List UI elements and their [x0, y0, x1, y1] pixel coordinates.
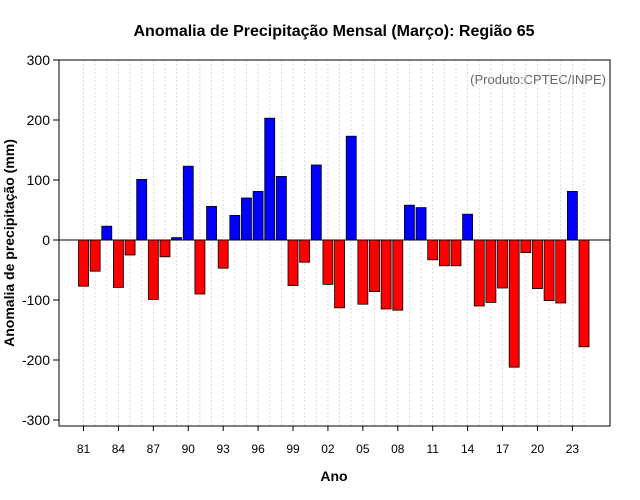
bar-2011	[427, 239, 439, 261]
bar-2024	[578, 239, 590, 348]
x-tick-label: 14	[461, 442, 475, 456]
bar-2005	[357, 239, 369, 305]
bar-1999	[287, 239, 299, 286]
bar-2002	[322, 239, 334, 285]
bar-1996	[252, 190, 264, 241]
bar-1985	[124, 239, 136, 256]
bar-1995	[241, 197, 252, 241]
bar-2017	[497, 239, 508, 289]
bar-2006	[369, 239, 380, 292]
bar-1988	[159, 239, 171, 258]
x-tick-label: 90	[182, 442, 196, 456]
bar-2010	[415, 207, 427, 241]
bar-2020	[532, 239, 543, 289]
x-tick-label: 87	[147, 442, 161, 456]
x-tick-label: 02	[321, 442, 335, 456]
bar-1986	[136, 178, 148, 241]
x-tick-label: 84	[112, 442, 126, 456]
bar-2014	[462, 213, 474, 241]
x-axis-title: Ano	[320, 468, 347, 484]
x-tick-label: 93	[217, 442, 231, 456]
x-tick-label: 17	[496, 442, 510, 456]
bar-1990	[182, 165, 194, 241]
bar-1984	[113, 239, 124, 288]
bar-1998	[275, 175, 287, 241]
bar-2019	[520, 239, 532, 253]
credit-label: (Produto:CPTEC/INPE)	[470, 72, 606, 87]
bars	[78, 117, 590, 368]
x-tick-label: 11	[426, 442, 439, 456]
x-tick-label: 20	[531, 442, 545, 456]
bar-1991	[194, 239, 206, 295]
x-tick-label: 99	[286, 442, 300, 456]
x-tick-label: 05	[356, 442, 370, 456]
x-tick-label: 08	[391, 442, 405, 456]
x-tick-label: 96	[251, 442, 265, 456]
y-axis: 300 200 100 0 -100 -200 -300	[22, 52, 59, 428]
bar-1983	[101, 225, 113, 241]
y-tick-label: -200	[22, 352, 50, 368]
plot-frame	[58, 59, 611, 427]
bar-2016	[485, 239, 497, 303]
bar-2008	[392, 239, 404, 311]
bar-1981	[78, 239, 89, 287]
x-tick-label: 81	[77, 442, 91, 456]
y-tick-label: 100	[27, 172, 51, 188]
bar-1997	[264, 117, 276, 241]
bar-2012	[438, 239, 450, 267]
y-tick-label: -100	[22, 292, 50, 308]
bar-2023	[566, 190, 578, 241]
bar-2000	[299, 239, 311, 263]
chart-title: Anomalia de Precipitação Mensal (Março):…	[133, 23, 534, 40]
bar-2015	[473, 239, 485, 307]
bar-1987	[147, 239, 159, 300]
y-axis-title: Anomalia de precipitação (mm)	[1, 139, 17, 347]
bar-2007	[380, 239, 392, 310]
bar-1994	[229, 214, 241, 241]
bar-2001	[310, 164, 322, 241]
y-tick-label: 200	[27, 112, 51, 128]
bar-2003	[334, 239, 345, 309]
bar-1982	[89, 239, 101, 272]
x-tick-label: 23	[566, 442, 580, 456]
bar-2013	[450, 239, 462, 267]
bar-1992	[206, 205, 217, 241]
y-tick-label: -300	[22, 412, 50, 428]
y-tick-label: 300	[27, 52, 51, 68]
bar-2004	[345, 135, 357, 241]
bar-2021	[543, 239, 555, 301]
bar-1993	[217, 239, 229, 269]
bar-2009	[404, 204, 415, 241]
bar-2022	[555, 239, 567, 304]
x-axis: 81 84 87 90 93 96 99 02 05 08 11 14 17 20 23	[77, 426, 580, 456]
bar-2018	[508, 239, 520, 368]
y-tick-label: 0	[42, 232, 50, 248]
